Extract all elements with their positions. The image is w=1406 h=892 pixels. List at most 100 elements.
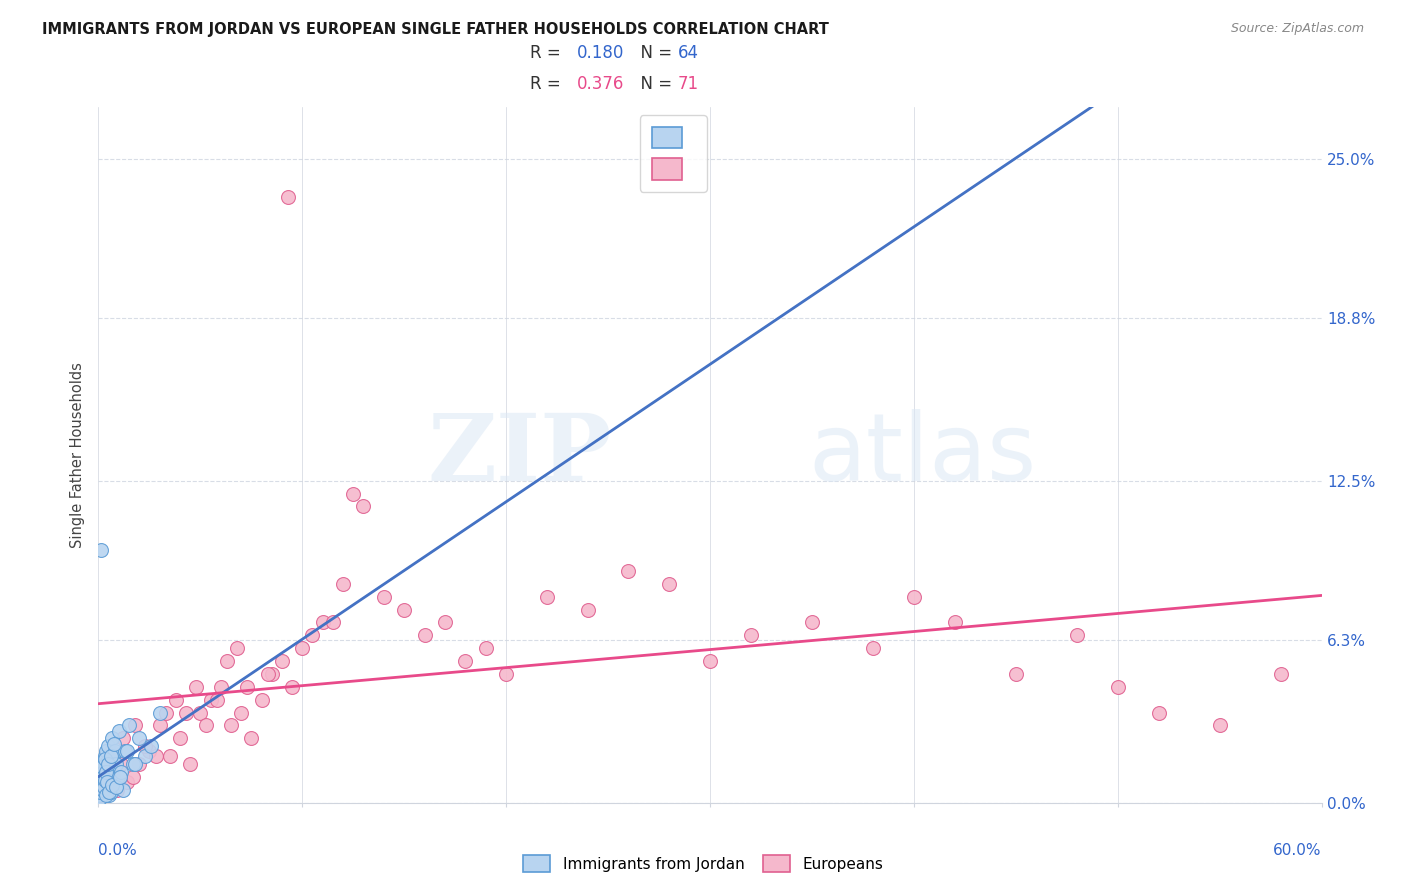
Point [801,615,824,630]
Point [128,757,150,772]
Point [94,772,117,787]
Point [699,654,721,668]
Point [110,757,132,772]
Point [277,190,299,204]
Point [114,744,136,758]
Point [91,780,114,795]
Point [413,628,436,642]
Point [100,744,122,758]
Point [149,706,172,720]
Point [91,783,114,797]
Point [155,706,177,720]
Point [124,718,146,732]
Point [100,785,122,799]
Point [91,770,114,784]
Point [89,783,111,797]
Text: R =: R = [530,44,567,62]
Text: 71: 71 [678,75,699,93]
Point [104,757,127,772]
Point [98,788,121,802]
Point [186,680,208,694]
Point [576,602,599,616]
Point [195,718,218,732]
Point [89,785,111,799]
Point [105,780,128,795]
Point [903,590,925,604]
Point [188,706,212,720]
Text: ZIP: ZIP [427,410,612,500]
Point [101,764,124,779]
Point [291,641,314,656]
Point [94,767,117,781]
Point [215,654,238,668]
Point [250,692,273,706]
Point [270,654,294,668]
Point [454,654,477,668]
Point [617,564,640,578]
Point [108,723,131,738]
Text: IMMIGRANTS FROM JORDAN VS EUROPEAN SINGLE FATHER HOUSEHOLDS CORRELATION CHART: IMMIGRANTS FROM JORDAN VS EUROPEAN SINGL… [42,22,830,37]
Point [97,770,120,784]
Point [115,744,138,758]
Point [740,628,762,642]
Point [115,775,138,789]
Y-axis label: Single Father Households: Single Father Households [70,362,86,548]
Point [474,641,498,656]
Legend: Immigrants from Jordan, Europeans: Immigrants from Jordan, Europeans [515,847,891,880]
Point [97,739,120,753]
Point [90,543,112,558]
Point [122,770,145,784]
Point [103,737,125,751]
Point [93,778,115,792]
Point [433,615,456,630]
Text: 0.0%: 0.0% [98,843,138,858]
Point [90,778,112,792]
Point [138,744,160,758]
Point [332,576,354,591]
Point [96,783,118,797]
Point [96,755,118,769]
Point [134,739,156,753]
Point [322,615,344,630]
Point [108,770,131,784]
Point [301,628,323,642]
Point [105,778,128,792]
Point [179,757,201,772]
Point [94,744,117,758]
Point [240,731,263,746]
Point [96,775,118,789]
Point [97,770,120,784]
Point [205,692,228,706]
Text: N =: N = [630,75,678,93]
Text: R =: R = [530,75,567,93]
Point [90,785,112,799]
Point [1004,667,1026,681]
Point [1208,718,1232,732]
Point [281,680,304,694]
Point [100,749,122,764]
Point [256,667,278,681]
Point [312,615,335,630]
Point [97,775,120,789]
Point [122,757,145,772]
Point [94,775,117,789]
Point [91,772,114,787]
Point [536,590,558,604]
Point [342,486,364,500]
Text: 60.0%: 60.0% [1274,843,1322,858]
Point [128,731,150,746]
Point [392,602,416,616]
Point [98,780,121,795]
Point [96,764,118,779]
Point [352,500,374,514]
Point [98,762,121,776]
Point [658,576,681,591]
Text: atlas: atlas [808,409,1036,501]
Point [169,731,191,746]
Point [118,718,141,732]
Point [93,780,115,795]
Point [107,770,129,784]
Point [231,706,253,720]
Point [145,749,167,764]
Point [101,778,124,792]
